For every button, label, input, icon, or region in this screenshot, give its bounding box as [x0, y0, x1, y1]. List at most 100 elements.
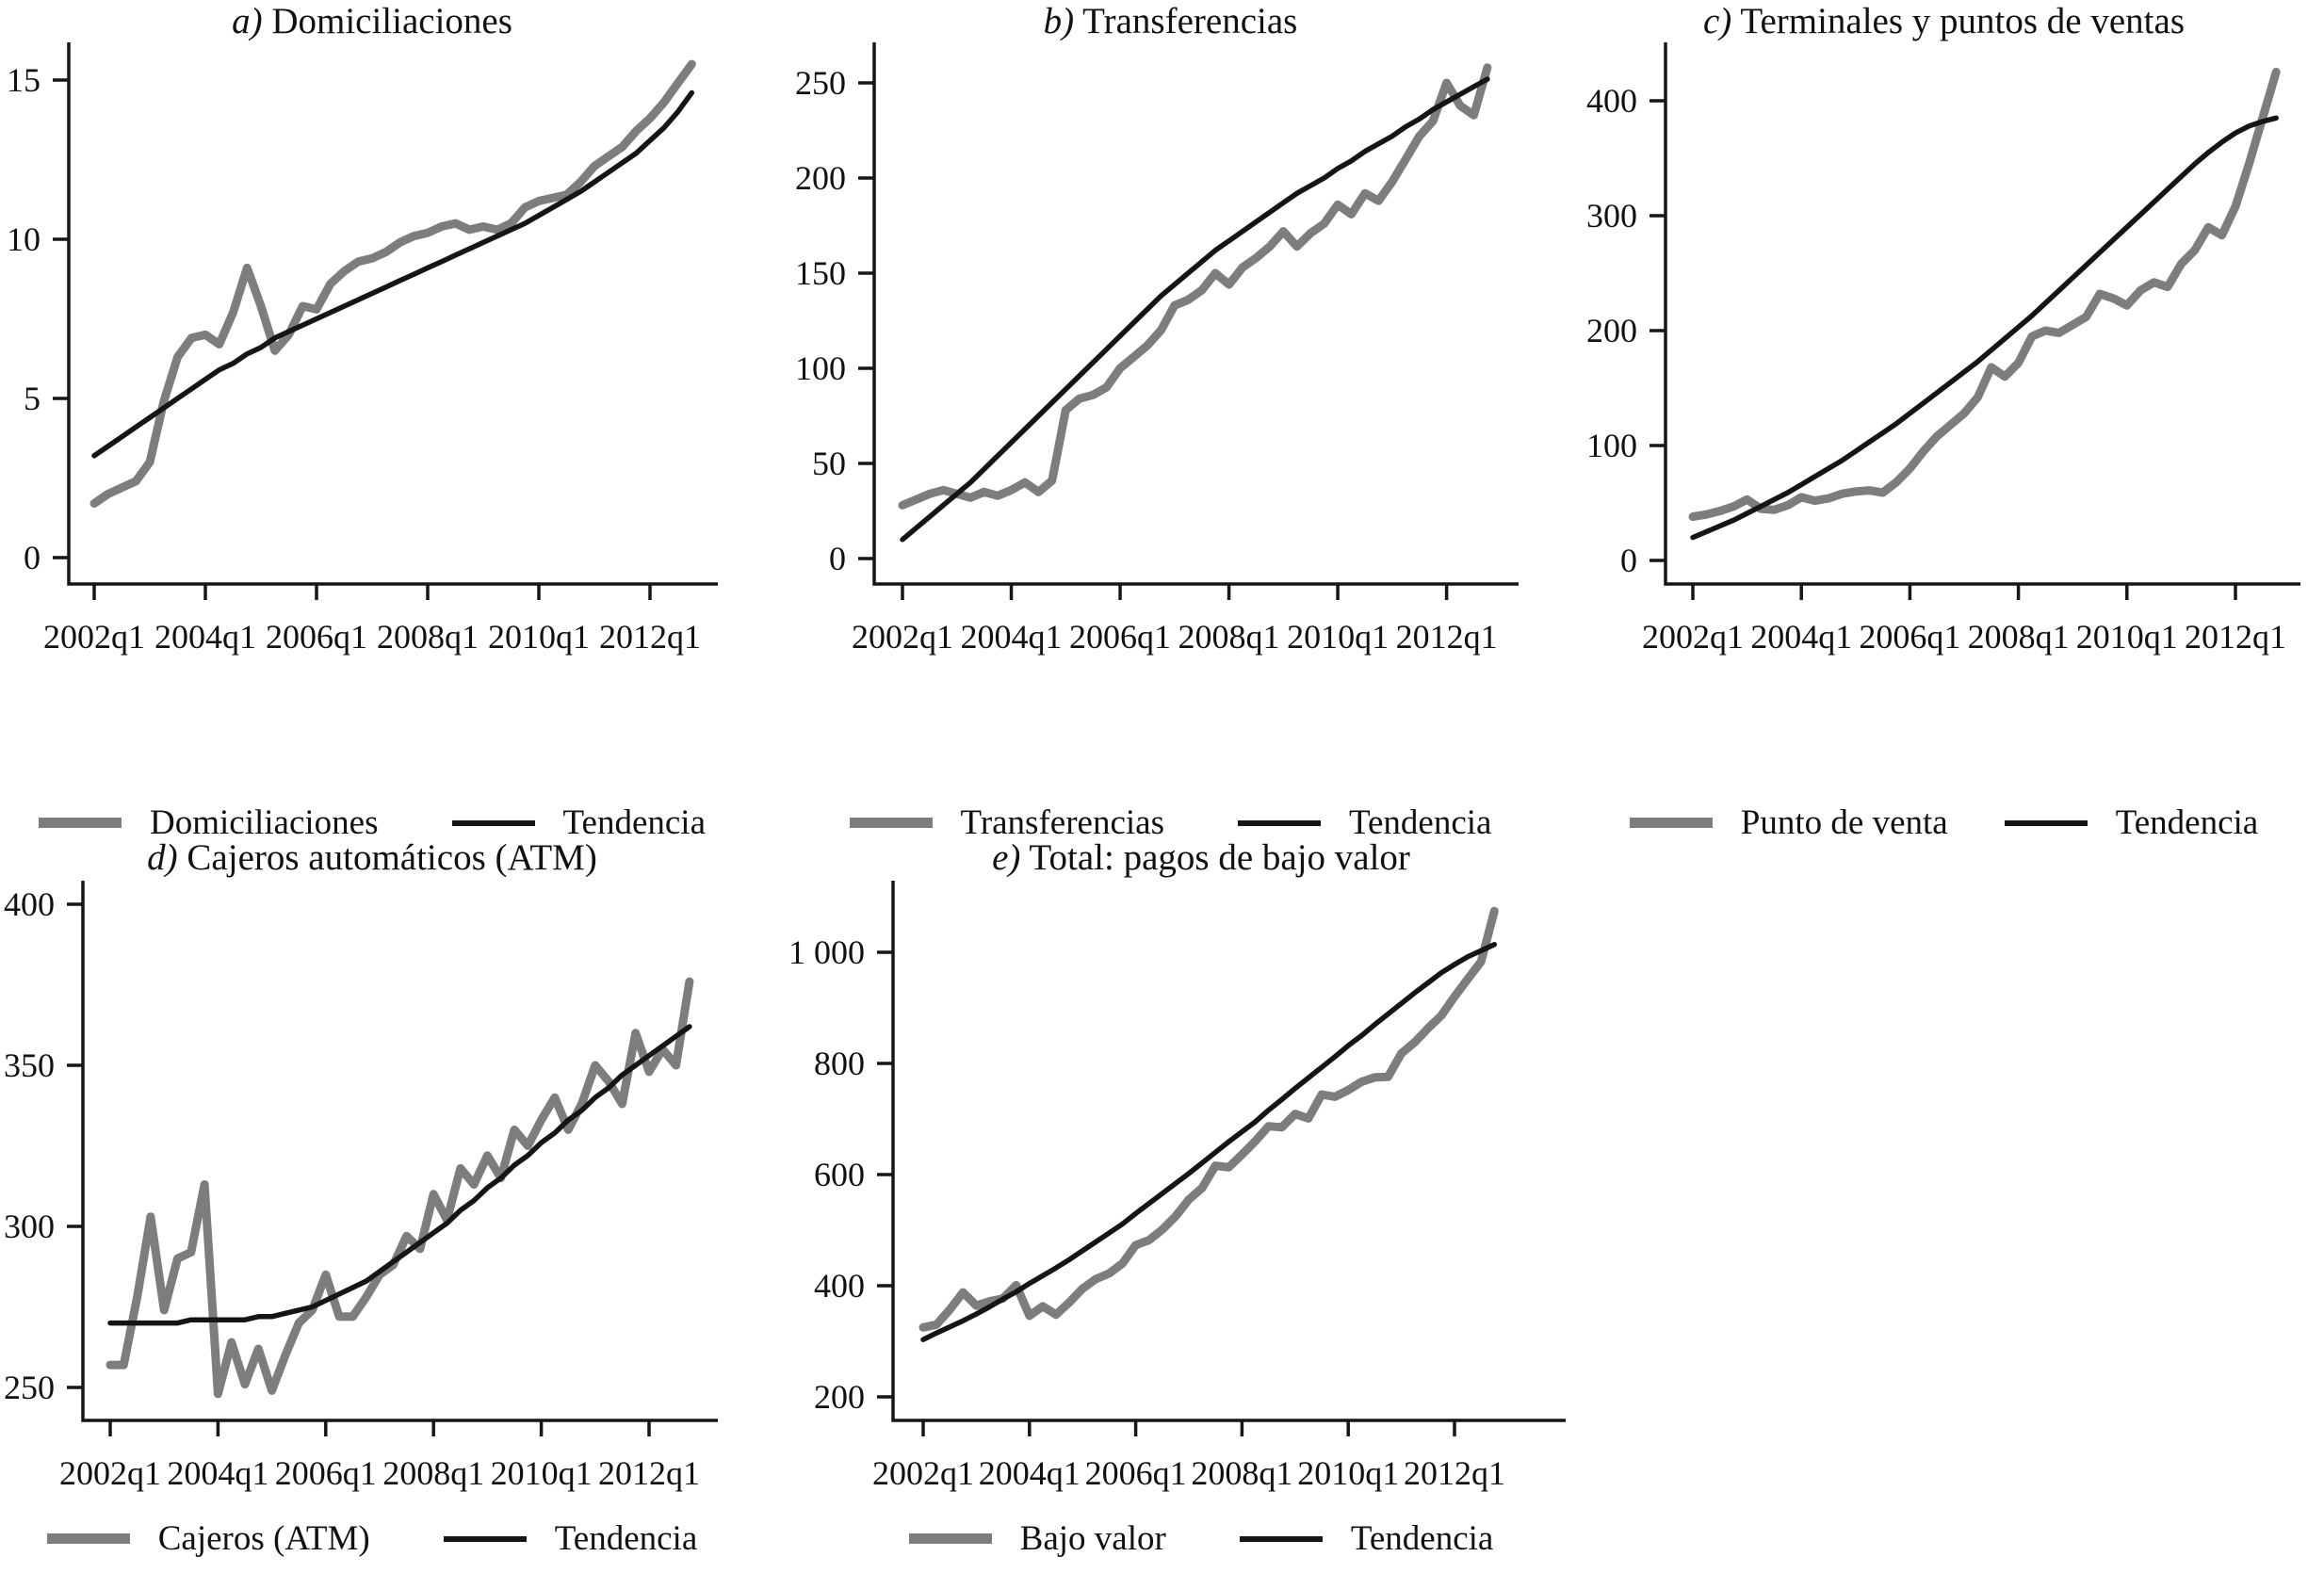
legend-entry: Bajo valor	[908, 1518, 1166, 1559]
svg-text:2006q1: 2006q1	[275, 1454, 377, 1492]
black-line-swatch	[1239, 1535, 1323, 1542]
svg-text:2002q1: 2002q1	[872, 1454, 974, 1492]
svg-text:2012q1: 2012q1	[2185, 618, 2286, 656]
legend-label: Tendencia	[1348, 803, 1492, 842]
svg-text:2012q1: 2012q1	[598, 1454, 700, 1492]
svg-text:2008q1: 2008q1	[1178, 618, 1280, 656]
svg-text:2008q1: 2008q1	[382, 1454, 484, 1492]
panel-b-title: b) Transferencias	[1043, 1, 1298, 41]
panel-a-title: a) Domiciliaciones	[232, 1, 512, 41]
svg-text:600: 600	[814, 1156, 865, 1193]
panel-a-legend: Domiciliaciones Tendencia	[0, 803, 744, 843]
panel-c-title: c) Terminales y puntos de ventas	[1702, 1, 2185, 41]
svg-text:2010q1: 2010q1	[1287, 618, 1389, 656]
legend-entry: Punto de venta	[1629, 803, 1948, 843]
svg-text:100: 100	[795, 349, 846, 387]
black-line-swatch	[451, 819, 535, 826]
svg-text:15: 15	[7, 61, 41, 99]
svg-text:2010q1: 2010q1	[2076, 618, 2178, 656]
svg-text:2012q1: 2012q1	[599, 618, 701, 656]
panel-d-title: d) Cajeros automáticos (ATM)	[147, 837, 597, 878]
black-line-swatch	[2004, 819, 2088, 826]
gray-line-swatch	[1629, 818, 1713, 828]
svg-text:2006q1: 2006q1	[1085, 1454, 1187, 1492]
legend-label: Bajo valor	[1019, 1519, 1166, 1558]
svg-text:2012q1: 2012q1	[1396, 618, 1498, 656]
svg-text:2002q1: 2002q1	[1642, 618, 1744, 656]
svg-text:10: 10	[7, 220, 41, 258]
svg-text:2002q1: 2002q1	[43, 618, 145, 656]
legend-entry: Cajeros (ATM)	[46, 1518, 370, 1559]
svg-text:2004q1: 2004q1	[167, 1454, 268, 1492]
svg-text:0: 0	[829, 540, 846, 577]
panel-b-legend: Transferencias Tendencia	[796, 803, 1545, 843]
svg-text:2004q1: 2004q1	[961, 618, 1063, 656]
legend-entry: Tendencia	[451, 803, 707, 843]
legend-label: Tendencia	[554, 1519, 698, 1558]
svg-text:5: 5	[24, 380, 41, 417]
svg-text:2004q1: 2004q1	[154, 618, 256, 656]
svg-text:2004q1: 2004q1	[979, 1454, 1081, 1492]
svg-text:2002q1: 2002q1	[852, 618, 953, 656]
panel-e-legend: Bajo valor Tendencia	[782, 1518, 1620, 1559]
black-line-swatch	[443, 1535, 527, 1542]
svg-text:2012q1: 2012q1	[1404, 1454, 1505, 1492]
svg-text:2006q1: 2006q1	[266, 618, 367, 656]
svg-text:400: 400	[1586, 82, 1637, 120]
svg-text:0: 0	[1620, 542, 1637, 579]
svg-text:2010q1: 2010q1	[491, 1454, 593, 1492]
panel-d-legend: Cajeros (ATM) Tendencia	[0, 1518, 744, 1559]
svg-text:2002q1: 2002q1	[59, 1454, 161, 1492]
legend-label: Transferencias	[960, 803, 1164, 842]
legend-label: Tendencia	[562, 803, 707, 842]
svg-text:250: 250	[795, 64, 846, 102]
svg-text:2008q1: 2008q1	[1968, 618, 2070, 656]
svg-text:300: 300	[1586, 197, 1637, 235]
gray-line-swatch	[908, 1533, 992, 1544]
black-line-swatch	[1237, 819, 1321, 826]
svg-text:200: 200	[1586, 312, 1637, 349]
svg-text:100: 100	[1586, 427, 1637, 464]
legend-label: Tendencia	[2115, 803, 2259, 842]
legend-label: Punto de venta	[1740, 803, 1948, 842]
legend-entry: Tendencia	[2004, 803, 2259, 843]
svg-text:2008q1: 2008q1	[377, 618, 479, 656]
svg-text:350: 350	[4, 1046, 55, 1084]
panel-c-legend: Punto de venta Tendencia	[1564, 803, 2324, 843]
panel-e-title: e) Total: pagos de bajo valor	[992, 837, 1410, 878]
legend-label: Cajeros (ATM)	[157, 1519, 370, 1558]
svg-text:150: 150	[795, 254, 846, 292]
gray-line-swatch	[39, 818, 122, 828]
svg-text:50: 50	[812, 445, 846, 482]
svg-text:400: 400	[814, 1267, 865, 1305]
svg-text:1 000: 1 000	[788, 933, 865, 971]
gray-line-swatch	[849, 818, 933, 828]
legend-entry: Tendencia	[1239, 1518, 1494, 1559]
svg-text:250: 250	[4, 1369, 55, 1406]
svg-text:800: 800	[814, 1045, 865, 1082]
svg-text:0: 0	[24, 539, 41, 576]
svg-text:2006q1: 2006q1	[1859, 618, 1960, 656]
legend-entry: Transferencias	[849, 803, 1164, 843]
legend-label: Tendencia	[1350, 1519, 1494, 1558]
svg-text:300: 300	[4, 1208, 55, 1245]
legend-label: Domiciliaciones	[150, 803, 379, 842]
svg-text:200: 200	[795, 159, 846, 197]
legend-entry: Tendencia	[1237, 803, 1492, 843]
legend-entry: Tendencia	[443, 1518, 698, 1559]
svg-text:2004q1: 2004q1	[1750, 618, 1852, 656]
svg-text:400: 400	[4, 885, 55, 923]
svg-text:2010q1: 2010q1	[488, 618, 590, 656]
legend-entry: Domiciliaciones	[39, 803, 379, 843]
svg-text:2010q1: 2010q1	[1297, 1454, 1399, 1492]
svg-text:2008q1: 2008q1	[1191, 1454, 1292, 1492]
gray-line-swatch	[46, 1533, 130, 1544]
svg-text:200: 200	[814, 1378, 865, 1416]
svg-text:2006q1: 2006q1	[1069, 618, 1171, 656]
